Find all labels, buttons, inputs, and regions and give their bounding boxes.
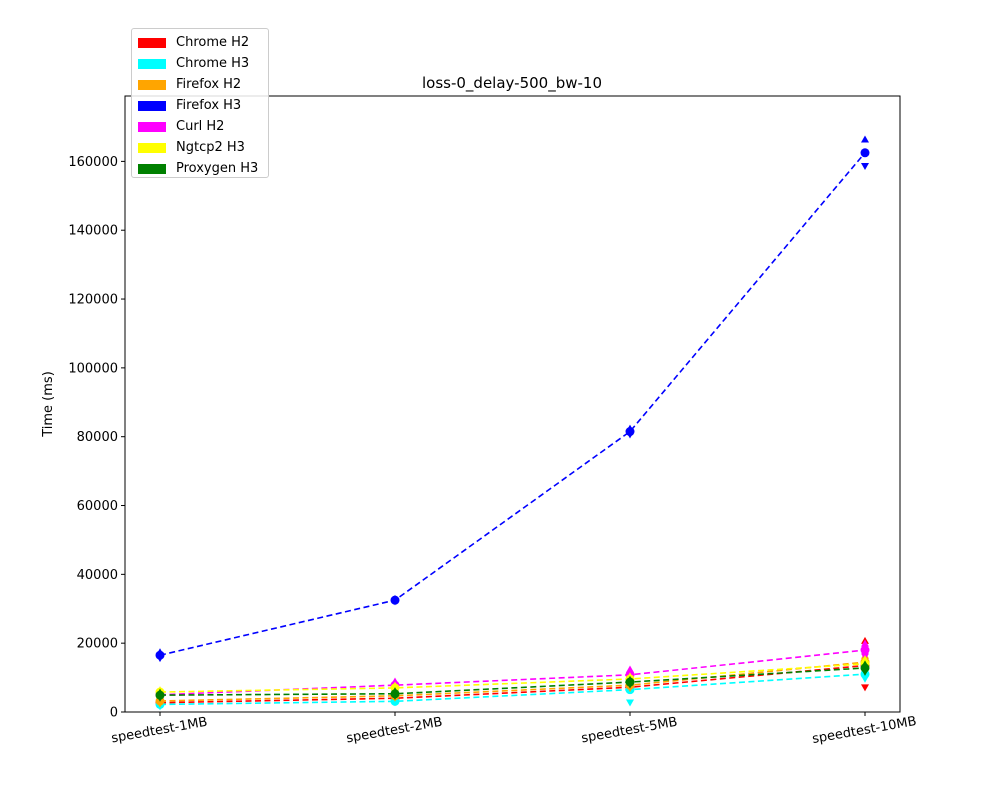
legend-swatch — [138, 58, 166, 69]
y-tick-label: 140000 — [68, 224, 118, 239]
plot-frame — [124, 95, 901, 713]
legend-swatch — [138, 79, 166, 90]
legend-item: Chrome H2 — [132, 32, 268, 53]
legend-item: Firefox H2 — [132, 74, 268, 95]
data-point — [155, 690, 165, 700]
min-marker — [626, 699, 634, 707]
y-tick-label: 100000 — [68, 361, 118, 376]
data-point — [625, 677, 635, 687]
data-point — [860, 645, 870, 655]
series-line — [159, 152, 866, 656]
legend-label: Firefox H2 — [176, 77, 242, 92]
data-point — [390, 689, 400, 699]
legend: Chrome H2 Chrome H3 Firefox H2 Firefox H3 Cu… — [131, 28, 269, 178]
max-marker — [861, 135, 869, 143]
x-tick-label: speedtest-5MB — [580, 715, 678, 747]
series-line — [159, 661, 866, 702]
legend-item: Curl H2 — [132, 116, 268, 137]
legend-item: Chrome H3 — [132, 53, 268, 74]
series-line — [159, 664, 866, 704]
series-line — [159, 663, 866, 693]
max-marker — [626, 665, 634, 673]
data-point — [625, 427, 635, 437]
data-point — [860, 148, 870, 158]
legend-swatch — [138, 37, 166, 48]
legend-swatch — [138, 142, 166, 153]
x-tick-label: speedtest-2MB — [345, 715, 443, 747]
data-point — [390, 595, 400, 605]
y-tick-label: 160000 — [68, 155, 118, 170]
y-tick-label: 60000 — [77, 499, 118, 514]
series-line — [159, 673, 866, 706]
min-marker — [861, 163, 869, 171]
y-tick-label: 40000 — [77, 568, 118, 583]
legend-swatch — [138, 121, 166, 132]
max-marker — [861, 639, 869, 647]
legend-label: Firefox H3 — [176, 98, 242, 113]
chart-title: loss-0_delay-500_bw-10 — [422, 74, 602, 93]
min-marker — [861, 684, 869, 692]
y-axis-label: Time (ms) — [41, 371, 56, 438]
legend-label: Chrome H3 — [176, 56, 250, 71]
data-layer — [155, 135, 870, 711]
y-tick-label: 0 — [110, 706, 118, 721]
legend-swatch — [138, 163, 166, 174]
x-tick-label: speedtest-10MB — [811, 714, 918, 747]
y-tick-label: 20000 — [77, 637, 118, 652]
legend-label: Proxygen H3 — [176, 161, 259, 176]
legend-label: Curl H2 — [176, 119, 225, 134]
legend-label: Ngtcp2 H3 — [176, 140, 245, 155]
data-point — [860, 663, 870, 673]
legend-item: Firefox H3 — [132, 95, 268, 116]
legend-item: Ngtcp2 H3 — [132, 137, 268, 158]
y-tick-label: 120000 — [68, 293, 118, 308]
data-point — [155, 650, 165, 660]
legend-swatch — [138, 100, 166, 111]
legend-label: Chrome H2 — [176, 35, 250, 50]
x-tick-label: speedtest-1MB — [110, 715, 208, 747]
legend-item: Proxygen H3 — [132, 158, 268, 179]
y-tick-label: 80000 — [77, 430, 118, 445]
series-line — [159, 667, 866, 696]
